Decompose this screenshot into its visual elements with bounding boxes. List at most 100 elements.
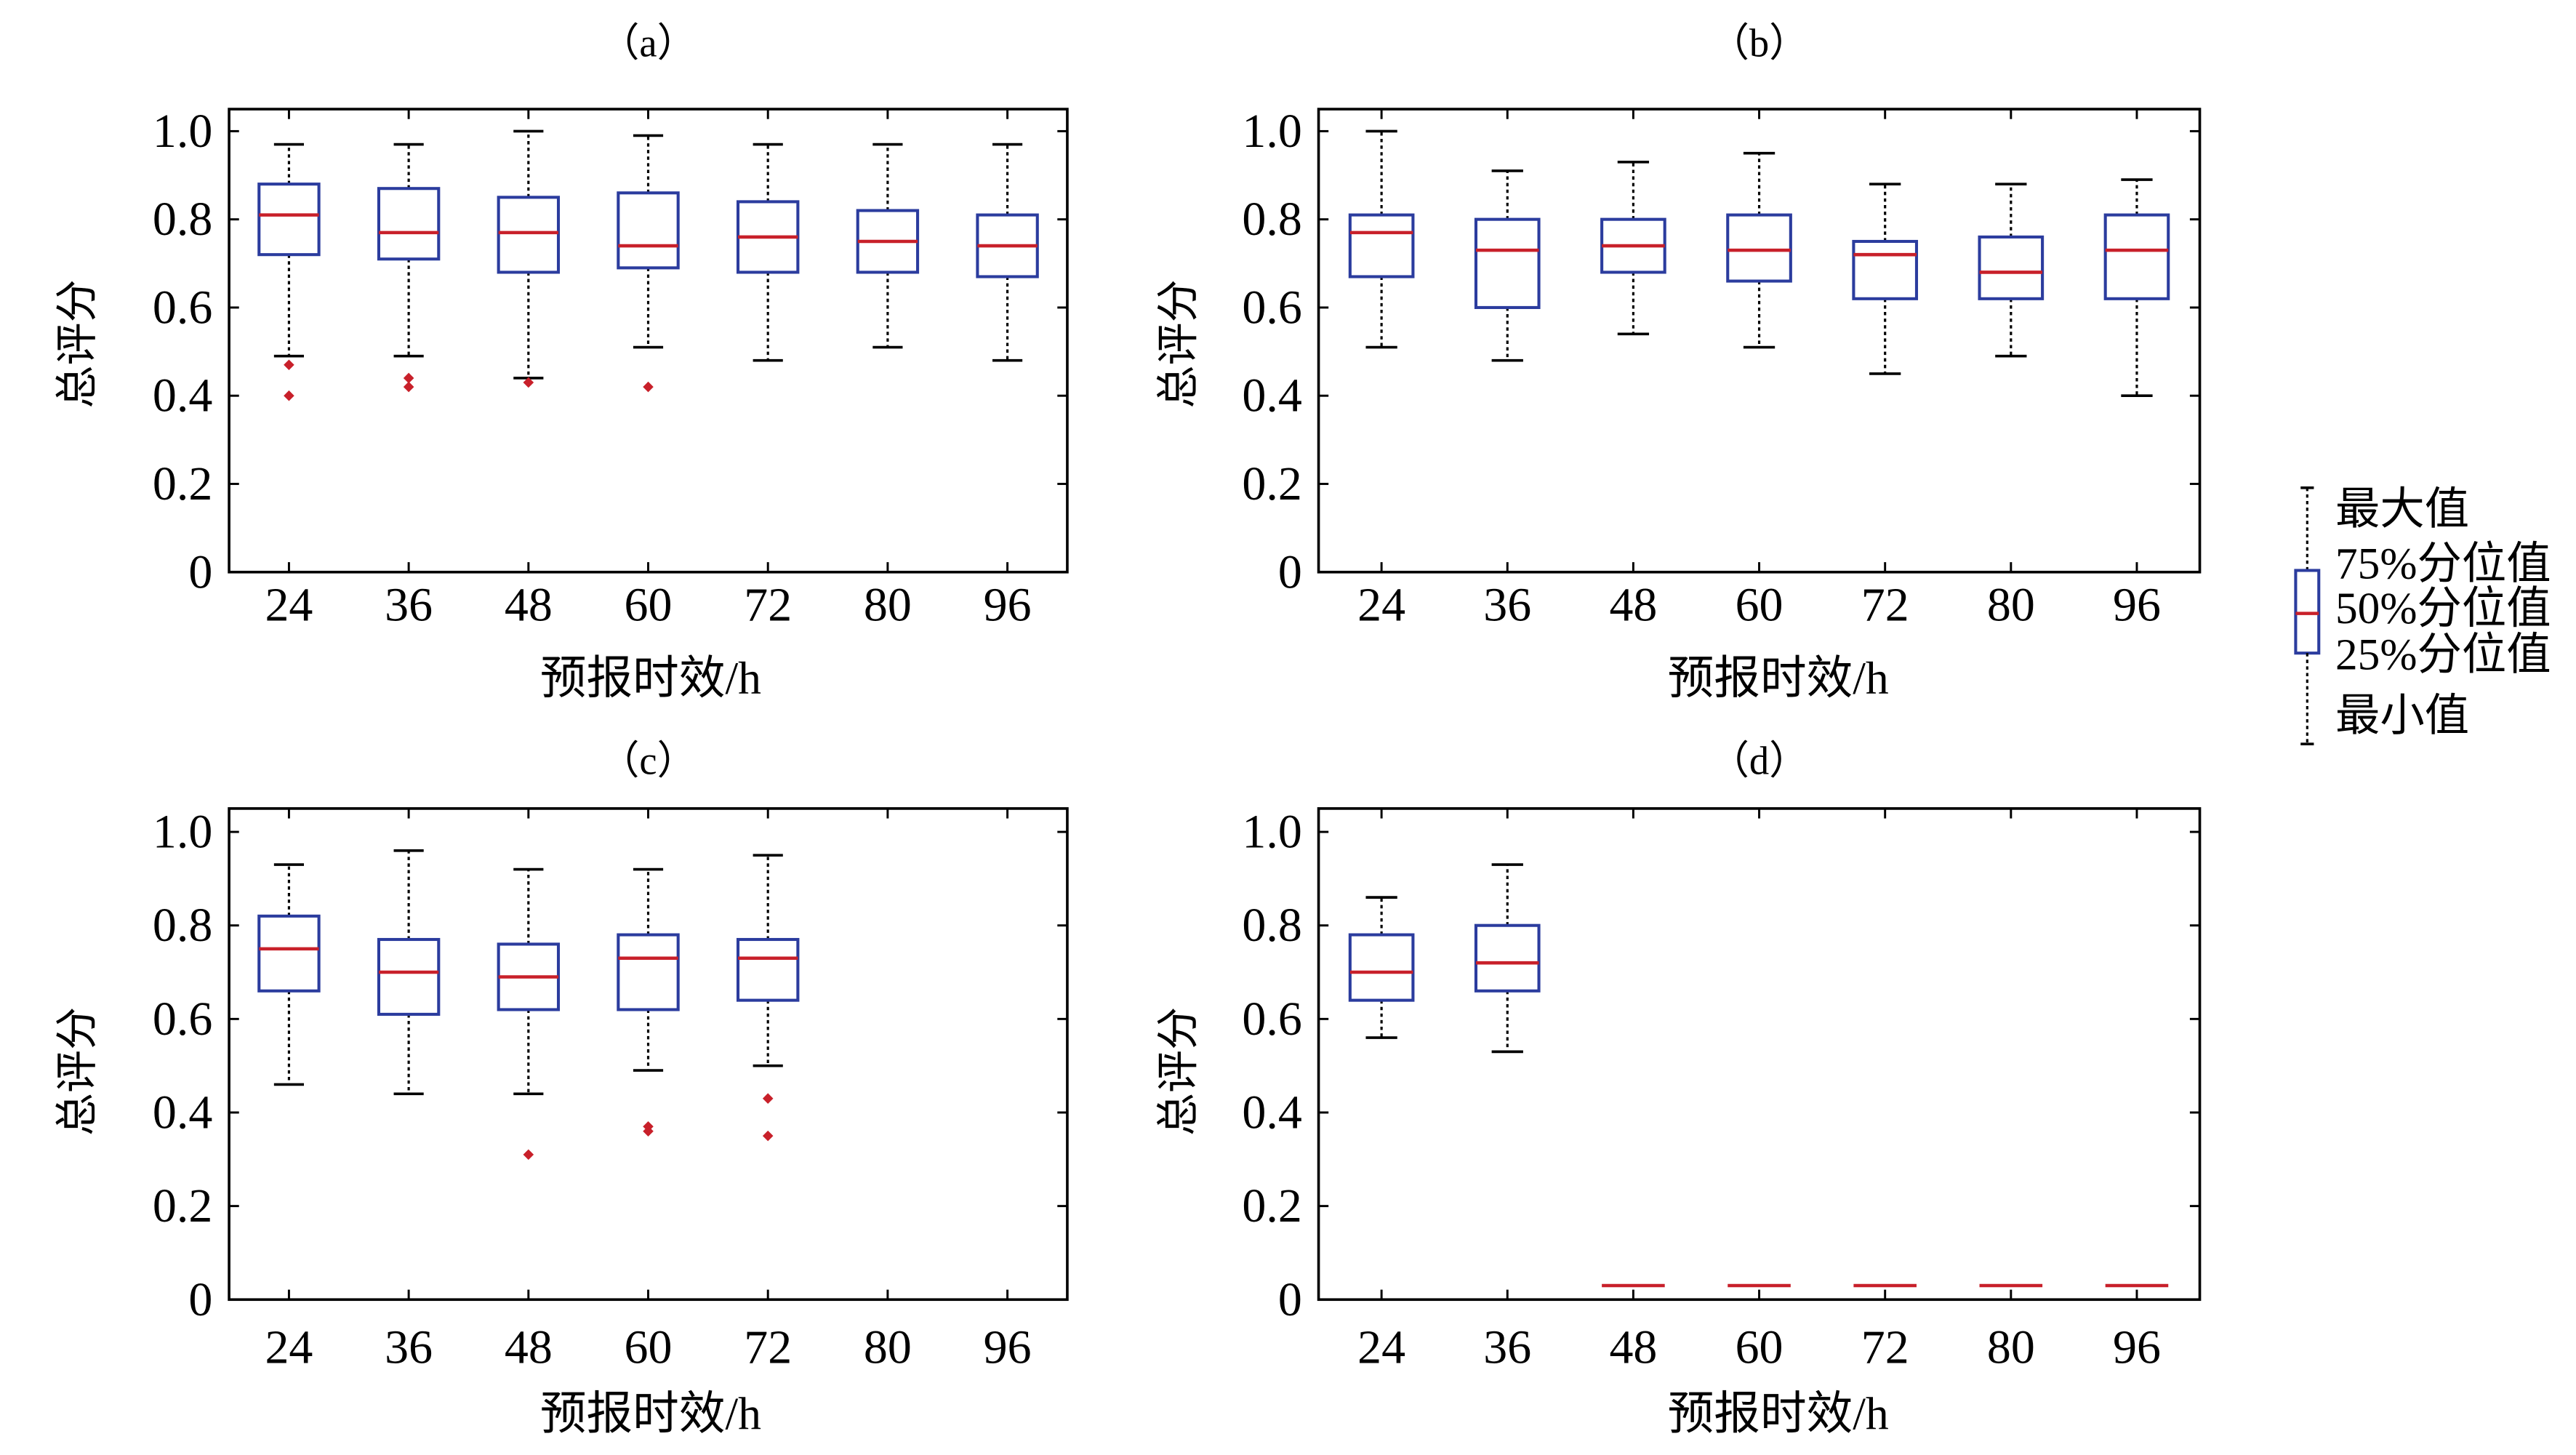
panel-b-box-group-60	[1726, 151, 1792, 349]
panel-a-xtick-label-60: 60	[625, 579, 673, 632]
legend-median-label: 50%分位值	[2335, 584, 2551, 633]
panel-d-xtick-label-60: 60	[1736, 1321, 1783, 1374]
panel-a-box-group-48	[497, 129, 561, 388]
panel-b: （b） 预报时效/h 总评分 0 0.2 0.4 0.6 0.8 1.0 24 36 48 60 72 80…	[1154, 21, 2202, 704]
panel-c-title: （c）	[600, 738, 697, 782]
panel-b-xtick-label-48: 48	[1609, 579, 1657, 632]
panel-b-title: （b）	[1709, 21, 1808, 65]
panel-a-ytick-label-2: 0.4	[153, 369, 212, 422]
panel-c-y-axis-label: 总评分	[53, 1007, 101, 1136]
panel-a-box-group-96	[976, 143, 1039, 362]
legend-max-label: 最大值	[2335, 484, 2469, 534]
panel-c-boxes	[257, 849, 800, 1161]
panel-c-outlier-72-2	[762, 1130, 774, 1142]
panel-c-ytick-label-1: 0.2	[153, 1179, 212, 1232]
panel-c-box-72	[736, 937, 800, 1002]
panel-a-y-axis-label: 总评分	[53, 279, 101, 408]
panel-a-x-axis-label: 预报时效/h	[540, 652, 761, 704]
panel-b-ytick-label-3: 0.6	[1242, 281, 1301, 334]
panel-b-box-group-48	[1600, 161, 1666, 336]
panel-b-y-axis-label: 总评分	[1154, 279, 1202, 408]
panel-a-box-24	[257, 183, 321, 257]
panel-d-xtick-label-80: 80	[1987, 1321, 2035, 1374]
panel-b-ytick-label-4: 0.8	[1242, 193, 1301, 246]
panel-d-ytick-label-4: 0.8	[1242, 899, 1301, 952]
panel-b-box-24	[1348, 213, 1415, 278]
panel-b-box-36	[1474, 217, 1541, 309]
legend: 最大值 75%分位值 50%分位值 25%分位值 最小值	[2294, 484, 2551, 746]
panel-d: （d） 预报时效/h 总评分 0 0.2 0.4 0.6 0.8 1.0 24 36 48 60 72 80…	[1154, 738, 2202, 1440]
panel-b-xtick-label-60: 60	[1736, 579, 1783, 632]
panel-d-ytick-label-3: 0.6	[1242, 993, 1301, 1046]
panel-c-outlier-48-1	[523, 1149, 534, 1161]
panel-c-xtick-label-24: 24	[265, 1321, 313, 1374]
panel-b-box-group-80	[1978, 183, 2045, 358]
panel-a-box-group-60	[617, 134, 680, 393]
panel-d-ytick-label-1: 0.2	[1242, 1179, 1301, 1232]
panel-c-box-group-60	[617, 867, 680, 1137]
panel-d-ytick-label-5: 1.0	[1242, 806, 1301, 859]
panel-d-xtick-label-24: 24	[1357, 1321, 1405, 1374]
panel-c-box-group-24	[257, 863, 321, 1086]
panel-a-outlier-60-1	[643, 381, 654, 393]
panel-c-box-24	[257, 914, 321, 993]
panel-b-xtick-label-72: 72	[1861, 579, 1909, 632]
panel-b-ytick-label-0: 0	[1278, 545, 1302, 598]
panel-c-xtick-label-96: 96	[984, 1321, 1032, 1374]
panel-c: （c） 预报时效/h 总评分 0 0.2 0.4 0.6 0.8 1.0 24 36 48 60 72 80…	[53, 738, 1069, 1440]
panel-d-xtick-label-36: 36	[1483, 1321, 1531, 1374]
panel-d-y-axis-label: 总评分	[1154, 1007, 1202, 1136]
panel-b-ytick-label-2: 0.4	[1242, 369, 1301, 422]
panel-c-xtick-label-80: 80	[864, 1321, 912, 1374]
panel-b-box-80	[1978, 235, 2045, 300]
panel-a-ytick-label-4: 0.8	[153, 193, 212, 246]
panel-c-xtick-label-36: 36	[385, 1321, 433, 1374]
panel-b-xtick-label-24: 24	[1357, 579, 1405, 632]
panel-a-xtick-label-36: 36	[385, 579, 433, 632]
panel-a-xtick-label-96: 96	[984, 579, 1032, 632]
panel-a-ytick-label-5: 1.0	[153, 105, 212, 158]
panel-c-ytick-label-2: 0.4	[153, 1086, 212, 1139]
panel-b-box-72	[1852, 239, 1919, 300]
panel-a-xtick-label-48: 48	[505, 579, 553, 632]
panel-d-box-36	[1474, 923, 1541, 993]
panel-b-box-60	[1726, 213, 1792, 283]
panel-c-x-axis-label: 预报时效/h	[540, 1388, 761, 1440]
panel-c-xtick-label-72: 72	[744, 1321, 792, 1374]
panel-a-outlier-48-1	[523, 377, 534, 388]
panel-a-box-group-72	[736, 143, 800, 362]
charts: （a） 预报时效/h 总评分 0 0.2 0.4 0.6 0.8 1.0 24 36 48 60 72 80…	[53, 21, 2202, 1440]
panel-b-frame	[1317, 108, 2202, 574]
panel-c-ytick-label-0: 0	[188, 1273, 212, 1326]
panel-a-ytick-label-0: 0	[188, 545, 212, 598]
panel-b-xtick-label-36: 36	[1483, 579, 1531, 632]
panel-d-x-axis-label: 预报时效/h	[1668, 1388, 1889, 1440]
panel-c-frame	[228, 807, 1069, 1302]
panel-a-xtick-label-24: 24	[265, 579, 313, 632]
panel-a-box-36	[377, 187, 441, 261]
panel-d-box-group-24	[1348, 896, 1415, 1039]
panel-b-ytick-label-5: 1.0	[1242, 105, 1301, 158]
panel-c-ytick-label-3: 0.6	[153, 993, 212, 1046]
panel-d-boxes	[1348, 863, 2169, 1288]
panel-c-outlier-72-1	[762, 1093, 774, 1104]
panel-b-box-group-72	[1852, 183, 1919, 375]
panel-a-box-48	[497, 196, 561, 274]
panel-b-boxes	[1348, 129, 2170, 398]
panel-a-box-group-36	[377, 143, 441, 393]
panel-d-xtick-label-72: 72	[1861, 1321, 1909, 1374]
panel-a-ytick-label-1: 0.2	[153, 457, 212, 510]
panel-d-ytick-label-2: 0.4	[1242, 1086, 1301, 1139]
legend-min-label: 最小值	[2335, 692, 2469, 741]
panel-d-frame	[1317, 807, 2202, 1302]
panel-b-box-group-96	[2103, 178, 2170, 398]
panel-c-box-group-72	[736, 854, 800, 1142]
panel-a: （a） 预报时效/h 总评分 0 0.2 0.4 0.6 0.8 1.0 24 36 48 60 72 80…	[53, 21, 1069, 704]
panel-b-box-group-24	[1348, 129, 1415, 349]
panel-b-ytick-label-1: 0.2	[1242, 457, 1301, 510]
panel-a-outlier-36-2	[403, 381, 414, 393]
legend-q3-label: 75%分位值	[2335, 539, 2551, 588]
panel-c-ytick-label-5: 1.0	[153, 806, 212, 859]
panel-d-xtick-label-48: 48	[1609, 1321, 1657, 1374]
panel-d-box-24	[1348, 933, 1415, 1002]
